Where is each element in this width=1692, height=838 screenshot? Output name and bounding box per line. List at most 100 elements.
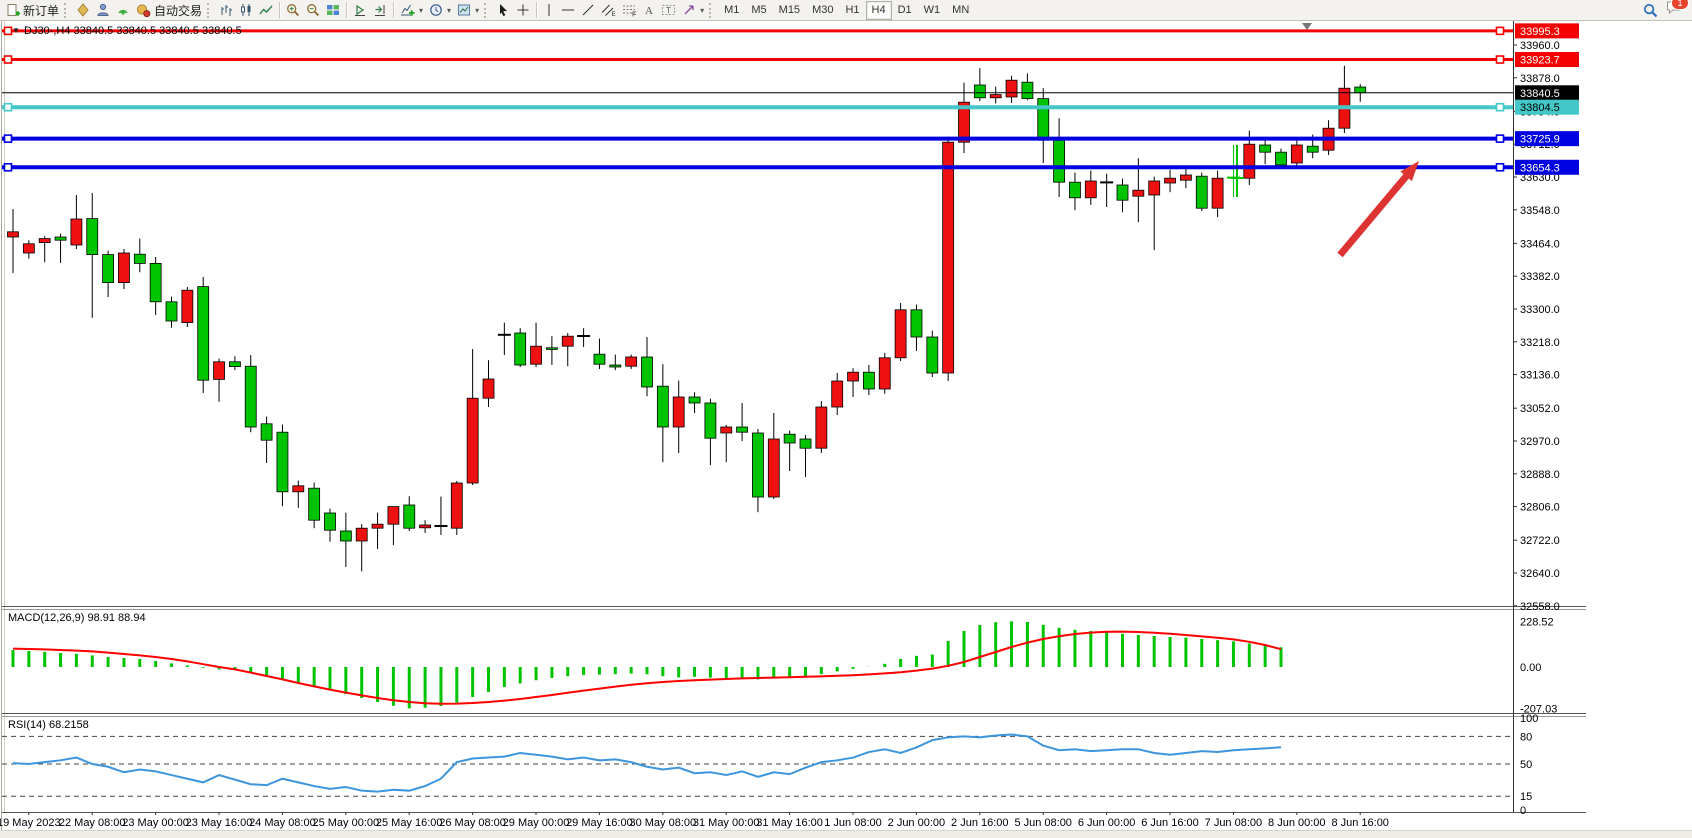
candle[interactable] (863, 365, 875, 395)
candle[interactable] (656, 364, 669, 463)
candlestick-chart-button[interactable] (236, 1, 256, 20)
line-handle[interactable] (1495, 55, 1505, 64)
candle[interactable] (530, 322, 542, 367)
line-handle[interactable] (1495, 134, 1505, 143)
trendline-button[interactable] (578, 1, 598, 20)
candle[interactable] (847, 368, 859, 397)
auto-scroll-button[interactable] (350, 1, 370, 20)
candle[interactable] (260, 416, 273, 463)
candle[interactable] (181, 287, 194, 327)
tab-timeframe-w1[interactable]: W1 (923, 3, 941, 16)
candle[interactable] (942, 136, 955, 381)
candle[interactable] (1100, 173, 1114, 207)
bar-chart-button[interactable] (216, 1, 236, 20)
candle[interactable] (419, 520, 432, 533)
candle[interactable] (86, 193, 99, 318)
chevron-down-icon[interactable]: ▾ (700, 5, 705, 15)
signals-button[interactable] (113, 1, 133, 20)
line-handle[interactable] (1495, 162, 1505, 172)
candle[interactable] (561, 333, 574, 367)
candle[interactable] (466, 349, 479, 485)
candle[interactable] (276, 424, 289, 507)
new-order-button[interactable]: 新订单 (3, 1, 62, 20)
tab-timeframe-m15[interactable]: M15 (778, 3, 801, 16)
candle[interactable] (292, 480, 305, 508)
candle[interactable] (1084, 170, 1097, 205)
candle[interactable] (688, 392, 701, 413)
candle[interactable] (1211, 170, 1224, 217)
horizontal-line-button[interactable] (558, 1, 578, 20)
candle[interactable] (54, 233, 67, 263)
candle[interactable] (1164, 169, 1176, 193)
crosshair-button[interactable] (513, 1, 533, 20)
chevron-down-icon[interactable]: ▾ (475, 5, 480, 15)
tab-timeframe-d1[interactable]: D1 (897, 3, 912, 16)
candle[interactable] (720, 425, 733, 463)
autotrading-button[interactable]: 自动交易 (133, 1, 205, 20)
candle[interactable] (497, 322, 511, 355)
channel-button[interactable]: E (598, 1, 619, 20)
templates-button[interactable]: ▾ (454, 1, 482, 20)
candle[interactable] (783, 430, 796, 471)
chart-shift-marker[interactable] (1302, 23, 1312, 30)
terminal-button[interactable] (93, 1, 113, 20)
candle[interactable] (482, 360, 495, 407)
fibonacci-button[interactable]: F (619, 1, 640, 20)
candle[interactable] (197, 277, 210, 393)
periods-button[interactable]: ▾ (426, 1, 454, 20)
chart-dropdown-icon[interactable]: ▼ (12, 26, 20, 35)
candle[interactable] (22, 240, 35, 259)
candle[interactable] (831, 373, 844, 415)
candle[interactable] (403, 496, 416, 531)
chevron-down-icon[interactable]: ▾ (419, 5, 424, 15)
zoom-out-button[interactable] (303, 1, 323, 20)
navigator-button[interactable] (73, 1, 93, 20)
line-handle[interactable] (3, 26, 13, 36)
candle[interactable] (450, 481, 463, 535)
candle[interactable] (165, 296, 178, 328)
candle[interactable] (308, 482, 321, 529)
line-handle[interactable] (3, 134, 13, 143)
candle[interactable] (228, 356, 241, 371)
candle[interactable] (1021, 73, 1034, 101)
candle[interactable] (1116, 178, 1129, 213)
candle[interactable] (767, 413, 780, 499)
text-button[interactable]: A (640, 1, 658, 20)
candle[interactable] (434, 496, 448, 535)
candle[interactable] (546, 336, 558, 365)
candle[interactable] (672, 380, 685, 453)
candle[interactable] (1005, 75, 1018, 103)
candle[interactable] (1180, 166, 1192, 189)
candle[interactable] (213, 358, 225, 402)
candle[interactable] (7, 209, 19, 273)
candle[interactable] (38, 236, 51, 263)
candle[interactable] (894, 303, 907, 361)
candle[interactable] (641, 337, 653, 397)
tab-timeframe-h1[interactable]: H1 (845, 3, 860, 16)
candle[interactable] (1069, 172, 1081, 211)
line-handle[interactable] (3, 102, 13, 112)
candle[interactable] (1148, 176, 1161, 251)
red-arrow-annotation[interactable] (1337, 169, 1413, 258)
line-handle[interactable] (3, 55, 13, 64)
chart-shift-button[interactable] (370, 1, 390, 20)
tab-timeframe-m5[interactable]: M5 (751, 3, 767, 16)
candle[interactable] (1275, 148, 1287, 169)
candle[interactable] (1195, 172, 1208, 211)
tab-timeframe-m1[interactable]: M1 (724, 3, 740, 16)
line-handle[interactable] (3, 162, 13, 172)
text-label-button[interactable]: T (658, 1, 679, 20)
candle[interactable] (815, 401, 828, 453)
candle[interactable] (704, 398, 717, 465)
indicators-button[interactable]: ▾ (397, 1, 426, 20)
candle[interactable] (910, 304, 923, 351)
candle[interactable] (609, 354, 622, 371)
candle[interactable] (1259, 137, 1272, 165)
candle[interactable] (118, 249, 130, 289)
line-handle[interactable] (1495, 26, 1505, 36)
notifications-button[interactable]: 1 (1666, 0, 1689, 20)
candle[interactable] (593, 338, 606, 369)
tab-timeframe-m30[interactable]: M30 (812, 3, 834, 16)
cursor-button[interactable] (493, 1, 513, 20)
